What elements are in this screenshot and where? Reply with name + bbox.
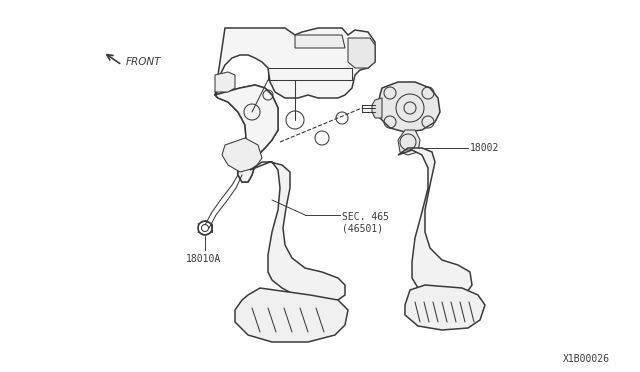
Text: SEC. 465
(46501): SEC. 465 (46501) <box>342 212 389 234</box>
Text: 18002: 18002 <box>470 143 499 153</box>
Text: 18010A: 18010A <box>186 254 221 264</box>
Polygon shape <box>235 288 348 342</box>
Polygon shape <box>405 285 485 330</box>
Polygon shape <box>295 35 345 48</box>
Polygon shape <box>372 98 382 118</box>
Polygon shape <box>215 72 235 92</box>
Polygon shape <box>215 28 375 182</box>
Text: X1B00026: X1B00026 <box>563 354 610 364</box>
Polygon shape <box>398 130 420 155</box>
Polygon shape <box>398 148 472 298</box>
Polygon shape <box>222 138 262 172</box>
Polygon shape <box>215 85 278 182</box>
Text: FRONT: FRONT <box>126 57 161 67</box>
Polygon shape <box>348 38 375 68</box>
Polygon shape <box>378 82 440 132</box>
Polygon shape <box>250 162 345 302</box>
